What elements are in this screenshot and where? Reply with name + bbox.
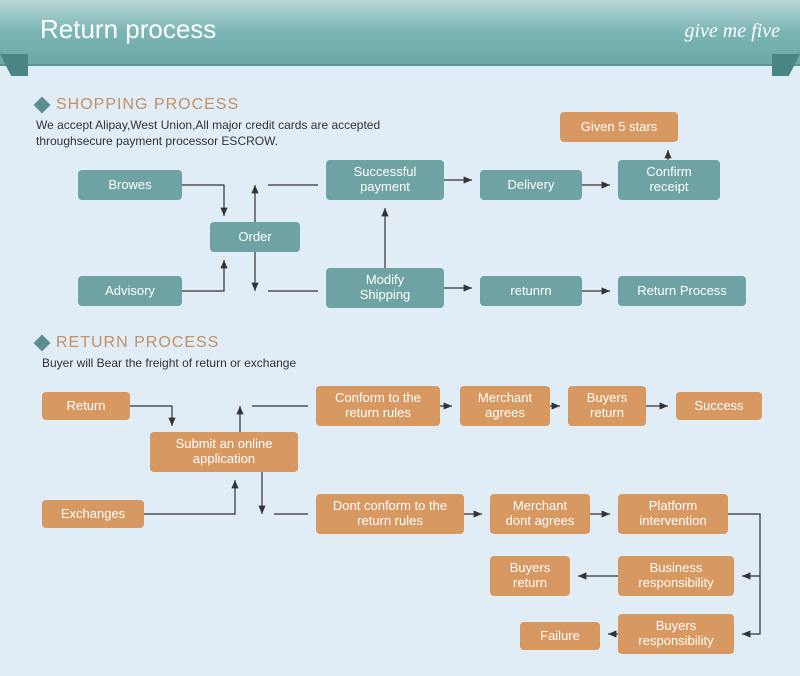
node-failure: Failure (520, 622, 600, 650)
node-confirm: Confirm receipt (618, 160, 720, 200)
node-order: Order (210, 222, 300, 252)
shopping-section-head: SHOPPING PROCESS (36, 96, 239, 114)
node-spay: Successful payment (326, 160, 444, 200)
return-title: RETURN PROCESS (56, 334, 219, 352)
node-rproc: Return Process (618, 276, 746, 306)
header-banner: Return process give me five (0, 0, 800, 66)
node-bresp: Business responsibility (618, 556, 734, 596)
return-section-head: RETURN PROCESS (36, 334, 219, 352)
node-browes: Browes (78, 170, 182, 200)
node-mdont: Merchant dont agrees (490, 494, 590, 534)
node-dconf: Dont conform to the return rules (316, 494, 464, 534)
node-return: Return (42, 392, 130, 420)
shopping-title: SHOPPING PROCESS (56, 96, 239, 114)
diamond-icon (34, 335, 51, 352)
return-subtitle: Buyer will Bear the freight of return or… (42, 356, 296, 372)
node-given5: Given 5 stars (560, 112, 678, 142)
node-buyresp: Buyers responsibility (618, 614, 734, 654)
node-retunrn: retunrn (480, 276, 582, 306)
header-tagline: give me five (685, 20, 781, 43)
node-bret1: Buyers return (568, 386, 646, 426)
node-bret2: Buyers return (490, 556, 570, 596)
node-modify: Modify Shipping (326, 268, 444, 308)
node-delivery: Delivery (480, 170, 582, 200)
node-conform: Conform to the return rules (316, 386, 440, 426)
node-magree: Merchant agrees (460, 386, 550, 426)
node-advisory: Advisory (78, 276, 182, 306)
node-submit: Submit an online application (150, 432, 298, 472)
diamond-icon (34, 97, 51, 114)
node-exch: Exchanges (42, 500, 144, 528)
page-title: Return process (40, 14, 216, 45)
node-success: Success (676, 392, 762, 420)
shopping-subtitle: We accept Alipay,West Union,All major cr… (36, 118, 456, 149)
node-pintv: Platform intervention (618, 494, 728, 534)
